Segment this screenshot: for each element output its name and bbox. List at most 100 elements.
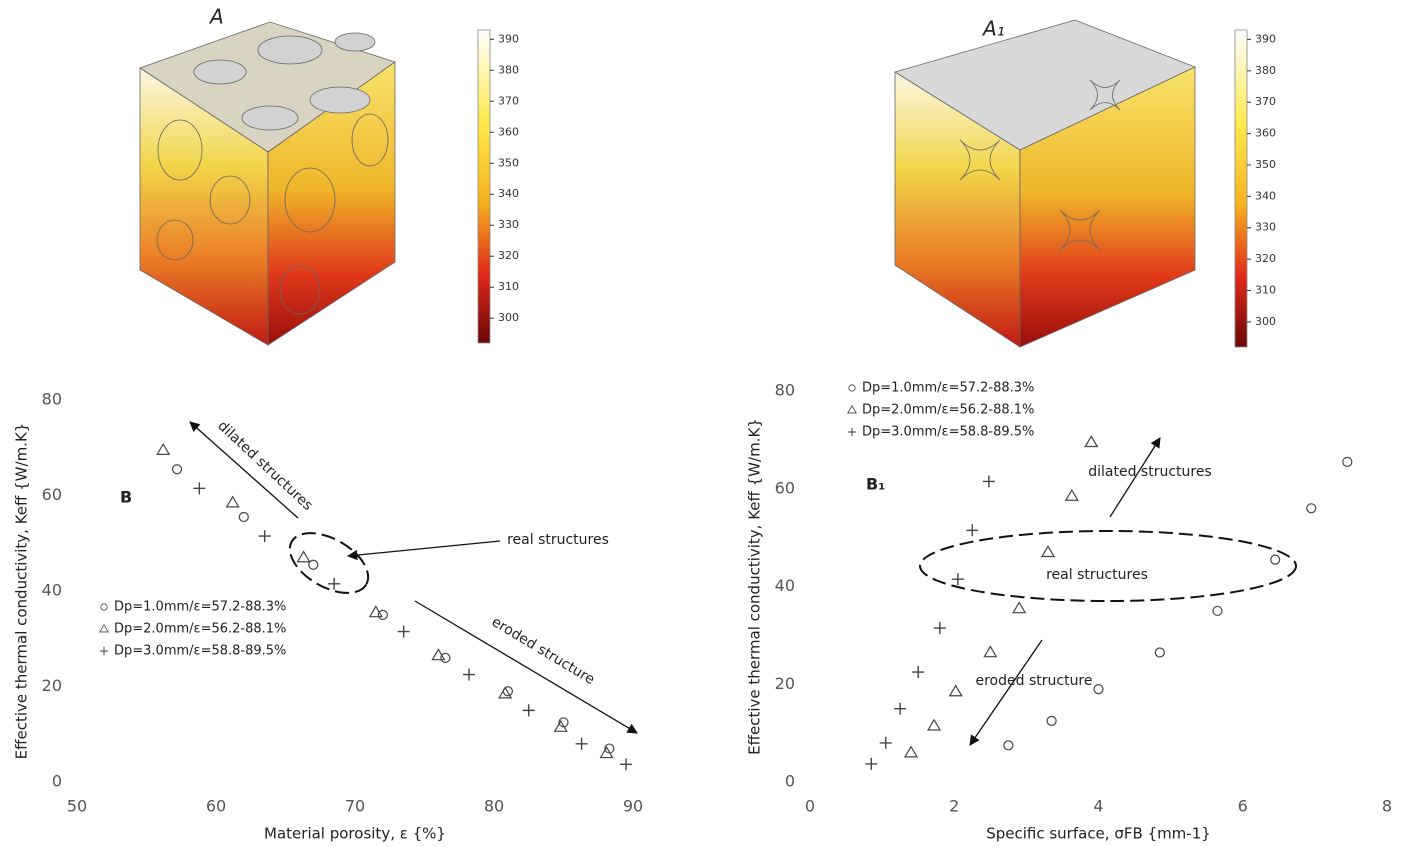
panel-label: B xyxy=(120,488,132,507)
marker-triangle xyxy=(1013,602,1025,612)
x-tick-label: 0 xyxy=(805,797,815,816)
annotation: real structures xyxy=(1046,567,1148,583)
colorbar-tick-label: 370 xyxy=(498,94,519,107)
arrow xyxy=(970,640,1042,745)
annotation: dilated structures xyxy=(1088,464,1212,480)
legend-label: Dp=2.0mm/ε=56.2-88.1% xyxy=(114,622,286,637)
legend-label: Dp=3.0mm/ε=58.8-89.5% xyxy=(862,425,1034,440)
dashed-ellipse xyxy=(920,531,1296,601)
colorbar xyxy=(478,30,490,343)
marker-circle xyxy=(1307,504,1316,513)
marker-plus xyxy=(259,530,271,542)
colorbar-tick-label: 390 xyxy=(1255,32,1276,45)
x-tick-label: 50 xyxy=(67,797,87,816)
x-axis-label: Specific surface, σFB {mm-1} xyxy=(986,825,1211,843)
y-tick-label: 20 xyxy=(42,676,62,695)
marker-triangle xyxy=(157,444,169,454)
x-tick-label: 4 xyxy=(1093,797,1103,816)
legend-label: Dp=3.0mm/ε=58.8-89.5% xyxy=(114,644,286,659)
marker-plus xyxy=(966,524,978,536)
arrow xyxy=(348,541,500,556)
colorbar-tick-label: 310 xyxy=(498,280,519,293)
cube-a1 xyxy=(895,20,1195,347)
marker-triangle xyxy=(950,686,962,696)
marker-plus xyxy=(100,647,108,655)
x-tick-label: 70 xyxy=(345,797,365,816)
colorbar-tick-label: 380 xyxy=(498,63,519,76)
marker-triangle xyxy=(100,625,108,632)
marker-plus xyxy=(193,482,205,494)
marker-triangle xyxy=(984,646,996,656)
colorbar-tick-label: 390 xyxy=(498,32,519,45)
panel-label: B₁ xyxy=(866,475,885,494)
y-tick-label: 20 xyxy=(775,674,795,693)
marker-circle xyxy=(1004,741,1013,750)
colorbar-tick-label: 300 xyxy=(498,311,519,324)
marker-circle xyxy=(101,604,107,610)
y-tick-label: 0 xyxy=(785,772,795,791)
marker-plus xyxy=(398,626,410,638)
annotation: eroded structure xyxy=(976,673,1093,689)
marker-circle xyxy=(441,653,450,662)
panel-label: A xyxy=(208,5,224,29)
marker-circle xyxy=(239,512,248,521)
annotation: dilated structures xyxy=(214,418,315,514)
marker-plus xyxy=(894,703,906,715)
marker-triangle xyxy=(298,552,310,562)
marker-plus xyxy=(463,669,475,681)
colorbar-tick-label: 320 xyxy=(1255,252,1276,265)
x-tick-label: 2 xyxy=(949,797,959,816)
colorbar-tick-label: 350 xyxy=(498,156,519,169)
cube-a xyxy=(140,22,395,345)
marker-circle xyxy=(1155,648,1164,657)
marker-plus xyxy=(848,428,856,436)
y-tick-label: 80 xyxy=(775,381,795,400)
colorbar xyxy=(1235,30,1247,347)
marker-triangle xyxy=(928,720,940,730)
y-tick-label: 40 xyxy=(775,576,795,595)
marker-triangle xyxy=(1042,546,1054,556)
marker-plus xyxy=(880,737,892,749)
marker-triangle xyxy=(227,497,239,507)
marker-plus xyxy=(934,622,946,634)
marker-plus xyxy=(952,573,964,585)
marker-triangle xyxy=(1066,490,1078,500)
y-axis-label: Effective thermal conductivity, Keff {W/… xyxy=(13,423,31,760)
x-tick-label: 90 xyxy=(623,797,643,816)
panel-label: A₁ xyxy=(981,17,1005,41)
x-tick-label: 80 xyxy=(484,797,504,816)
x-axis-label: Material porosity, ε {%} xyxy=(264,825,446,843)
legend-label: Dp=1.0mm/ε=57.2-88.3% xyxy=(114,600,286,615)
marker-plus xyxy=(576,738,588,750)
marker-plus xyxy=(865,758,877,770)
colorbar-tick-label: 320 xyxy=(498,249,519,262)
marker-circle xyxy=(1094,685,1103,694)
marker-triangle xyxy=(848,406,856,413)
marker-circle xyxy=(849,385,855,391)
marker-circle xyxy=(1271,555,1280,564)
marker-plus xyxy=(620,758,632,770)
x-tick-label: 8 xyxy=(1382,797,1392,816)
colorbar-tick-label: 360 xyxy=(1255,127,1276,140)
marker-circle xyxy=(1213,606,1222,615)
marker-plus xyxy=(912,666,924,678)
dashed-ellipse xyxy=(280,521,378,606)
colorbar-tick-label: 380 xyxy=(1255,64,1276,77)
colorbar-tick-label: 350 xyxy=(1255,158,1276,171)
legend-label: Dp=2.0mm/ε=56.2-88.1% xyxy=(862,403,1034,418)
marker-circle xyxy=(378,610,387,619)
y-tick-label: 40 xyxy=(42,581,62,600)
y-tick-label: 80 xyxy=(42,390,62,409)
y-tick-label: 60 xyxy=(775,478,795,497)
marker-plus xyxy=(983,475,995,487)
marker-triangle xyxy=(1085,436,1097,446)
colorbar-tick-label: 340 xyxy=(498,187,519,200)
y-tick-label: 0 xyxy=(52,772,62,791)
x-tick-label: 60 xyxy=(206,797,226,816)
x-tick-label: 6 xyxy=(1238,797,1248,816)
annotation: real structures xyxy=(507,532,609,548)
marker-circle xyxy=(1047,716,1056,725)
arrow xyxy=(415,601,637,733)
marker-circle xyxy=(1343,457,1352,466)
colorbar-tick-label: 360 xyxy=(498,125,519,138)
